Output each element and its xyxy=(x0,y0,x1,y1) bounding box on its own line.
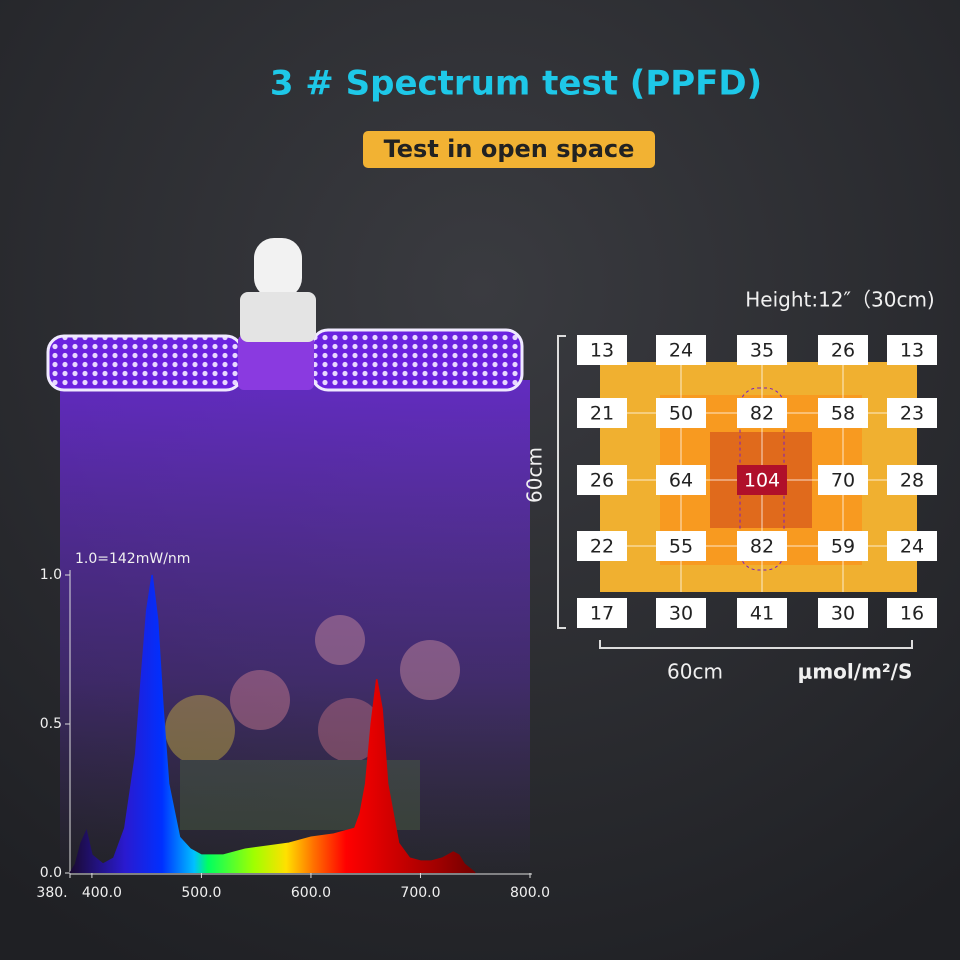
ppfd-value: 21 xyxy=(590,403,614,425)
ppfd-value: 55 xyxy=(669,536,693,558)
ppfd-value: 13 xyxy=(590,340,614,362)
lamp xyxy=(46,238,524,392)
y-tick-label: 1.0 xyxy=(40,567,62,583)
ppfd-cell xyxy=(818,335,868,365)
ppfd-value: 64 xyxy=(669,470,693,492)
ppfd-value: 82 xyxy=(750,403,774,425)
y-tick-label: 0.0 xyxy=(40,865,62,881)
ppfd-cell xyxy=(656,398,706,428)
ppfd-value: 17 xyxy=(590,603,614,625)
ppfd-value: 104 xyxy=(744,470,780,492)
x-tick-label: 800.0 xyxy=(510,885,550,901)
ppfd-cell xyxy=(737,398,787,428)
ppfd-value: 50 xyxy=(669,403,693,425)
ppfd-value: 30 xyxy=(831,603,855,625)
ppfd-value: 82 xyxy=(750,536,774,558)
ppfd-value: 58 xyxy=(831,403,855,425)
ppfd-value: 59 xyxy=(831,536,855,558)
ppfd-cell xyxy=(656,465,706,495)
ppfd-value: 28 xyxy=(900,470,924,492)
ppfd-value: 30 xyxy=(669,603,693,625)
ppfd-value: 35 xyxy=(750,340,774,362)
side-label: 60cm xyxy=(523,447,547,503)
ppfd-value: 24 xyxy=(900,536,924,558)
ppfd-cell xyxy=(887,531,937,561)
ppfd-value: 13 xyxy=(900,340,924,362)
x-tick-label: 380. xyxy=(36,885,67,901)
ppfd-cell xyxy=(737,335,787,365)
ppfd-value: 41 xyxy=(750,603,774,625)
ppfd-value: 26 xyxy=(831,340,855,362)
spectrum-line xyxy=(69,574,476,874)
ppfd-cell xyxy=(577,465,627,495)
height-label: Height:12″（30cm) xyxy=(745,288,935,312)
ppfd-cell xyxy=(887,465,937,495)
title: 3 # Spectrum test (PPFD) xyxy=(270,64,762,104)
ppfd-cell xyxy=(656,598,706,628)
ppfd-value: 23 xyxy=(900,403,924,425)
ppfd-cell xyxy=(737,598,787,628)
badge-bg xyxy=(363,131,655,168)
ppfd-cell xyxy=(818,531,868,561)
ppfd-value: 22 xyxy=(590,536,614,558)
bottom-label: 60cm xyxy=(667,660,723,684)
x-tick-label: 400.0 xyxy=(82,885,122,901)
ppfd-value: 24 xyxy=(669,340,693,362)
ppfd-cell xyxy=(577,335,627,365)
x-tick-label: 600.0 xyxy=(291,885,331,901)
ppfd-cell xyxy=(656,335,706,365)
unit-label: μmol/m²/S xyxy=(798,660,913,684)
ppfd-cell xyxy=(887,335,937,365)
ppfd-cell xyxy=(737,531,787,561)
ppfd-cell xyxy=(818,598,868,628)
ppfd-value: 26 xyxy=(590,470,614,492)
x-tick-label: 500.0 xyxy=(181,885,221,901)
ppfd-cell xyxy=(577,531,627,561)
y-tick-label: 0.5 xyxy=(40,716,62,732)
ppfd-value: 70 xyxy=(831,470,855,492)
x-tick-label: 700.0 xyxy=(400,885,440,901)
ppfd-cell xyxy=(737,465,787,495)
ppfd-cell xyxy=(577,398,627,428)
ppfd-cell xyxy=(887,398,937,428)
ppfd-cell xyxy=(887,598,937,628)
ppfd-value: 16 xyxy=(900,603,924,625)
ppfd-cell xyxy=(818,465,868,495)
ppfd-cell xyxy=(656,531,706,561)
chart-annotation: 1.0=142mW/nm xyxy=(75,551,190,567)
badge: Test in open space xyxy=(384,135,635,163)
ppfd-cell xyxy=(818,398,868,428)
ppfd-cell xyxy=(577,598,627,628)
